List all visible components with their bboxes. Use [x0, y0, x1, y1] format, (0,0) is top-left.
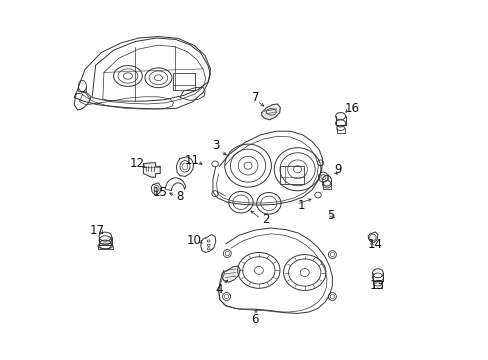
Bar — [279, 166, 304, 184]
Text: 3: 3 — [212, 139, 219, 152]
Text: 1: 1 — [298, 199, 305, 212]
Text: 8: 8 — [176, 190, 183, 203]
Text: 5: 5 — [326, 210, 334, 222]
Text: 16: 16 — [344, 102, 359, 115]
Text: 2: 2 — [262, 213, 269, 226]
Text: 4: 4 — [215, 283, 223, 296]
Text: 13: 13 — [369, 279, 384, 292]
Text: 10: 10 — [186, 234, 202, 247]
Text: 17: 17 — [90, 224, 105, 237]
Text: 7: 7 — [251, 91, 259, 104]
Text: 6: 6 — [251, 312, 259, 326]
Polygon shape — [221, 266, 240, 282]
Text: 9: 9 — [333, 163, 341, 176]
Polygon shape — [143, 163, 160, 177]
Bar — [172, 73, 195, 90]
Text: 11: 11 — [184, 154, 200, 167]
Polygon shape — [261, 104, 280, 120]
Text: 14: 14 — [367, 238, 382, 251]
Text: 15: 15 — [152, 186, 167, 199]
Text: 12: 12 — [129, 157, 144, 170]
